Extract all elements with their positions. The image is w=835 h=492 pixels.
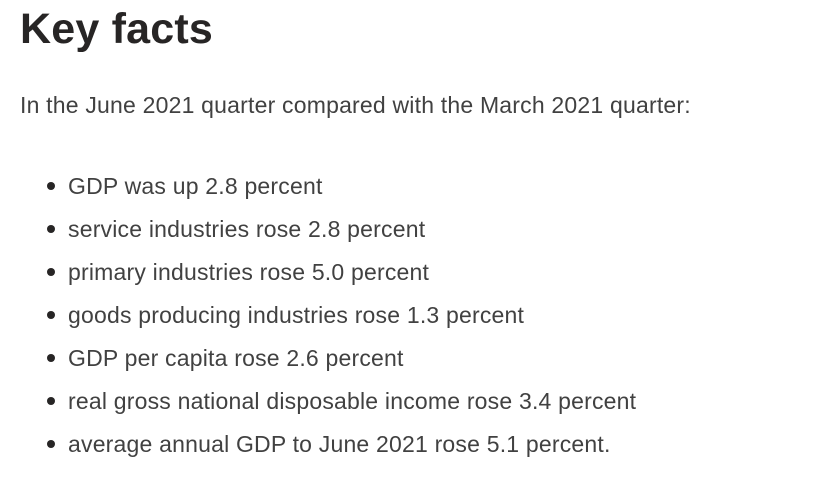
list-item: primary industries rose 5.0 percent	[47, 251, 819, 294]
key-facts-section: Key facts In the June 2021 quarter compa…	[0, 4, 835, 466]
intro-text: In the June 2021 quarter compared with t…	[20, 91, 691, 118]
list-item: GDP was up 2.8 percent	[47, 165, 819, 208]
list-item: real gross national disposable income ro…	[47, 380, 819, 423]
list-item: GDP per capita rose 2.6 percent	[47, 337, 819, 380]
list-item: goods producing industries rose 1.3 perc…	[47, 294, 819, 337]
facts-list: GDP was up 2.8 percent service industrie…	[20, 165, 819, 466]
list-item: average annual GDP to June 2021 rose 5.1…	[47, 423, 819, 466]
page-title: Key facts	[20, 5, 214, 53]
list-item: service industries rose 2.8 percent	[47, 208, 819, 251]
